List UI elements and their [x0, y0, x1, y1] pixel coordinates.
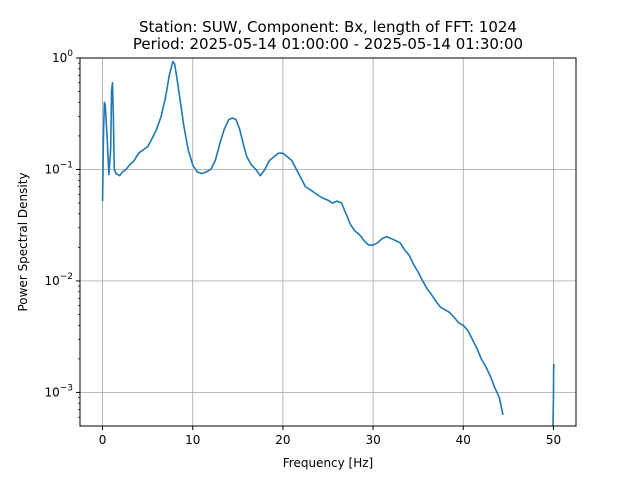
series-group [101, 60, 555, 426]
x-tick-label: 30 [365, 433, 380, 447]
y-tick-base: 10 [44, 274, 59, 288]
y-tick-base: 10 [52, 51, 67, 65]
chart-title-line-2: Period: 2025-05-14 01:00:00 - 2025-05-14… [133, 35, 523, 53]
x-tick-label: 20 [275, 433, 290, 447]
x-tick-label: 0 [99, 433, 107, 447]
x-tick-label: 10 [185, 433, 200, 447]
x-axis-ticks: 0 10 20 30 40 50 [99, 426, 561, 447]
y-tick-base: 10 [44, 385, 59, 399]
y-tick-label: 10−2 [44, 272, 73, 288]
psd-series-line [552, 363, 555, 426]
y-tick-label: 100 [52, 49, 73, 65]
y-tick-base: 10 [44, 162, 59, 176]
chart-title-line-1: Station: SUW, Component: Bx, length of F… [139, 18, 517, 36]
plot-frame [79, 57, 577, 427]
y-tick-exponent: −3 [60, 383, 73, 393]
y-tick-label: 10−3 [44, 383, 73, 399]
x-axis-label: Frequency [Hz] [283, 456, 374, 470]
x-tick-label: 40 [456, 433, 471, 447]
y-axis-label: Power Spectral Density [16, 172, 30, 311]
y-tick-exponent: −2 [60, 272, 73, 282]
psd-series-line [101, 60, 504, 415]
y-tick-exponent: −1 [60, 160, 73, 170]
y-tick-exponent: 0 [67, 49, 73, 59]
y-tick-label: 10−1 [44, 160, 73, 176]
x-tick-label: 50 [546, 433, 561, 447]
